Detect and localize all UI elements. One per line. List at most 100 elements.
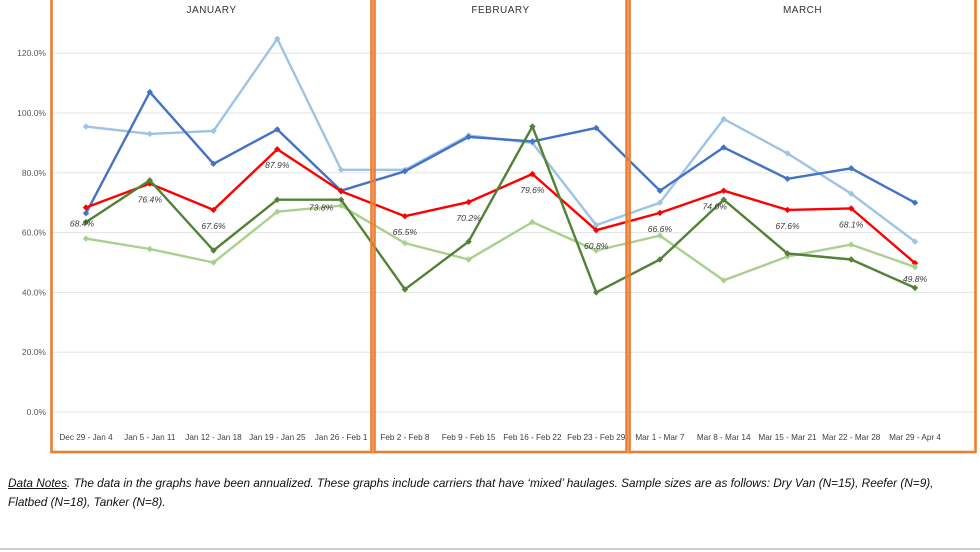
series-marker-light-green	[465, 256, 472, 263]
series-marker-light-blue	[210, 127, 217, 135]
y-axis-tick-label: 0.0%	[27, 407, 47, 417]
data-notes-line2: Flatbed (N=18), Tanker (N=8).	[8, 494, 166, 509]
data-label: 67.6%	[201, 221, 226, 231]
x-axis-tick-label: Feb 2 - Feb 8	[380, 433, 430, 442]
series-marker-light-blue	[337, 166, 345, 173]
series-marker-dark-green	[848, 256, 855, 263]
x-axis-tick-label: Dec 29 - Jan 4	[59, 433, 113, 442]
series-marker-dark-green	[337, 196, 345, 203]
series-line-dark-blue	[84, 90, 917, 215]
series-marker-light-blue	[720, 115, 727, 123]
x-axis-tick-label: Jan 26 - Feb 1	[315, 433, 368, 442]
series-marker-red	[465, 198, 472, 206]
series-marker-dark-green	[146, 177, 153, 184]
month-header: FEBRUARY	[471, 5, 529, 16]
series-marker-light-blue	[146, 130, 153, 138]
x-axis-tick-label: Feb 23 - Feb 29	[567, 433, 626, 442]
y-axis-tick-label: 40.0%	[22, 287, 47, 297]
series-marker-light-blue	[911, 238, 919, 245]
month-panel-border	[50, 0, 373, 454]
data-label: 74.0%	[703, 202, 728, 212]
series-marker-dark-green	[274, 196, 281, 203]
series-marker-light-green	[82, 235, 90, 242]
series-marker-dark-green	[401, 286, 409, 293]
y-axis-tick-label: 80.0%	[22, 168, 47, 178]
series-marker-dark-blue	[401, 168, 409, 175]
data-label: 70.2%	[456, 213, 481, 223]
series-marker-red	[82, 204, 90, 211]
series-marker-red	[337, 188, 345, 195]
data-label: 73.8%	[309, 202, 334, 212]
series-marker-red	[848, 205, 855, 212]
series-marker-dark-blue	[465, 133, 472, 141]
data-label: 79.6%	[520, 185, 545, 195]
series-marker-red	[720, 187, 727, 194]
series-line-light-green	[84, 204, 917, 282]
month-panel-border	[628, 0, 977, 454]
series-line-dark-green	[84, 125, 917, 294]
series-marker-light-green	[401, 239, 409, 247]
series-marker-red	[911, 259, 919, 267]
x-axis-tick-label: Jan 19 - Jan 25	[249, 433, 306, 442]
series-line-red	[84, 147, 917, 265]
month-panel-border	[373, 0, 628, 454]
series-marker-dark-green	[656, 256, 664, 263]
x-axis-tick-label: Feb 9 - Feb 15	[442, 433, 496, 442]
data-notes-label: Data Notes	[8, 476, 68, 490]
month-header: MARCH	[783, 5, 822, 16]
series-marker-dark-blue	[911, 199, 919, 206]
x-axis-tick-label: Jan 5 - Jan 11	[124, 433, 176, 442]
series-marker-dark-green	[720, 196, 727, 203]
series-marker-dark-blue	[848, 165, 855, 172]
series-marker-dark-green	[465, 238, 472, 245]
x-axis-tick-label: Mar 22 - Mar 28	[822, 433, 881, 442]
x-axis-tick-label: Mar 29 - Apr 4	[889, 433, 941, 442]
data-label: 66.6%	[648, 224, 673, 234]
y-axis-tick-label: 60.0%	[22, 228, 47, 238]
x-axis-tick-label: Mar 15 - Mar 21	[758, 433, 817, 442]
data-label: 67.6%	[775, 221, 800, 231]
month-header: JANUARY	[187, 5, 237, 16]
series-marker-light-green	[529, 218, 536, 226]
series-marker-light-green	[593, 247, 600, 254]
series-marker-dark-blue	[529, 138, 536, 145]
series-marker-light-green	[848, 241, 855, 248]
data-label: 49.8%	[903, 274, 928, 284]
y-axis-tick-label: 100.0%	[17, 108, 46, 118]
series-marker-dark-green	[529, 123, 536, 130]
y-axis-tick-label: 20.0%	[22, 347, 47, 357]
series-marker-red	[656, 209, 664, 217]
page-bottom-rule	[0, 548, 980, 550]
series-marker-dark-blue	[274, 126, 281, 133]
series-marker-light-green	[337, 202, 345, 209]
data-label: 65.5%	[393, 227, 418, 237]
series-marker-dark-blue	[720, 144, 727, 151]
data-label: 68.1%	[839, 219, 864, 229]
series-marker-dark-green	[593, 289, 600, 296]
series-marker-dark-green	[210, 247, 217, 254]
series-marker-red	[274, 146, 281, 153]
series-marker-light-green	[911, 263, 919, 271]
series-marker-dark-blue	[146, 88, 153, 96]
series-marker-light-blue	[593, 221, 600, 229]
series-marker-red	[401, 213, 409, 220]
series-marker-light-green	[656, 232, 664, 239]
series-marker-light-green	[146, 245, 153, 253]
x-axis-tick-label: Feb 16 - Feb 22	[503, 433, 562, 442]
series-marker-light-blue	[656, 199, 664, 206]
series-marker-light-blue	[82, 123, 90, 130]
series-marker-dark-blue	[784, 175, 791, 182]
series-marker-light-blue	[274, 35, 281, 42]
x-axis-tick-label: Mar 8 - Mar 14	[697, 433, 751, 442]
series-marker-light-green	[274, 208, 281, 215]
series-marker-dark-blue	[210, 160, 217, 167]
x-axis-tick-label: Mar 1 - Mar 7	[635, 433, 685, 442]
data-label: 60.8%	[584, 241, 609, 251]
chart-canvas: 0.0% 20.0% 40.0% 60.0% 80.0% 100.0% 120.0% Dec …	[17, 0, 977, 454]
data-notes: Data Notes. The data in the graphs have …	[8, 474, 972, 512]
trend-chart: 0.0% 20.0% 40.0% 60.0% 80.0% 100.0% 120.0% Dec …	[17, 0, 977, 454]
series-marker-dark-green	[911, 284, 919, 292]
x-axis-tick-label: Jan 12 - Jan 18	[185, 433, 242, 442]
data-notes-line1: . The data in the graphs have been annua…	[67, 476, 934, 490]
